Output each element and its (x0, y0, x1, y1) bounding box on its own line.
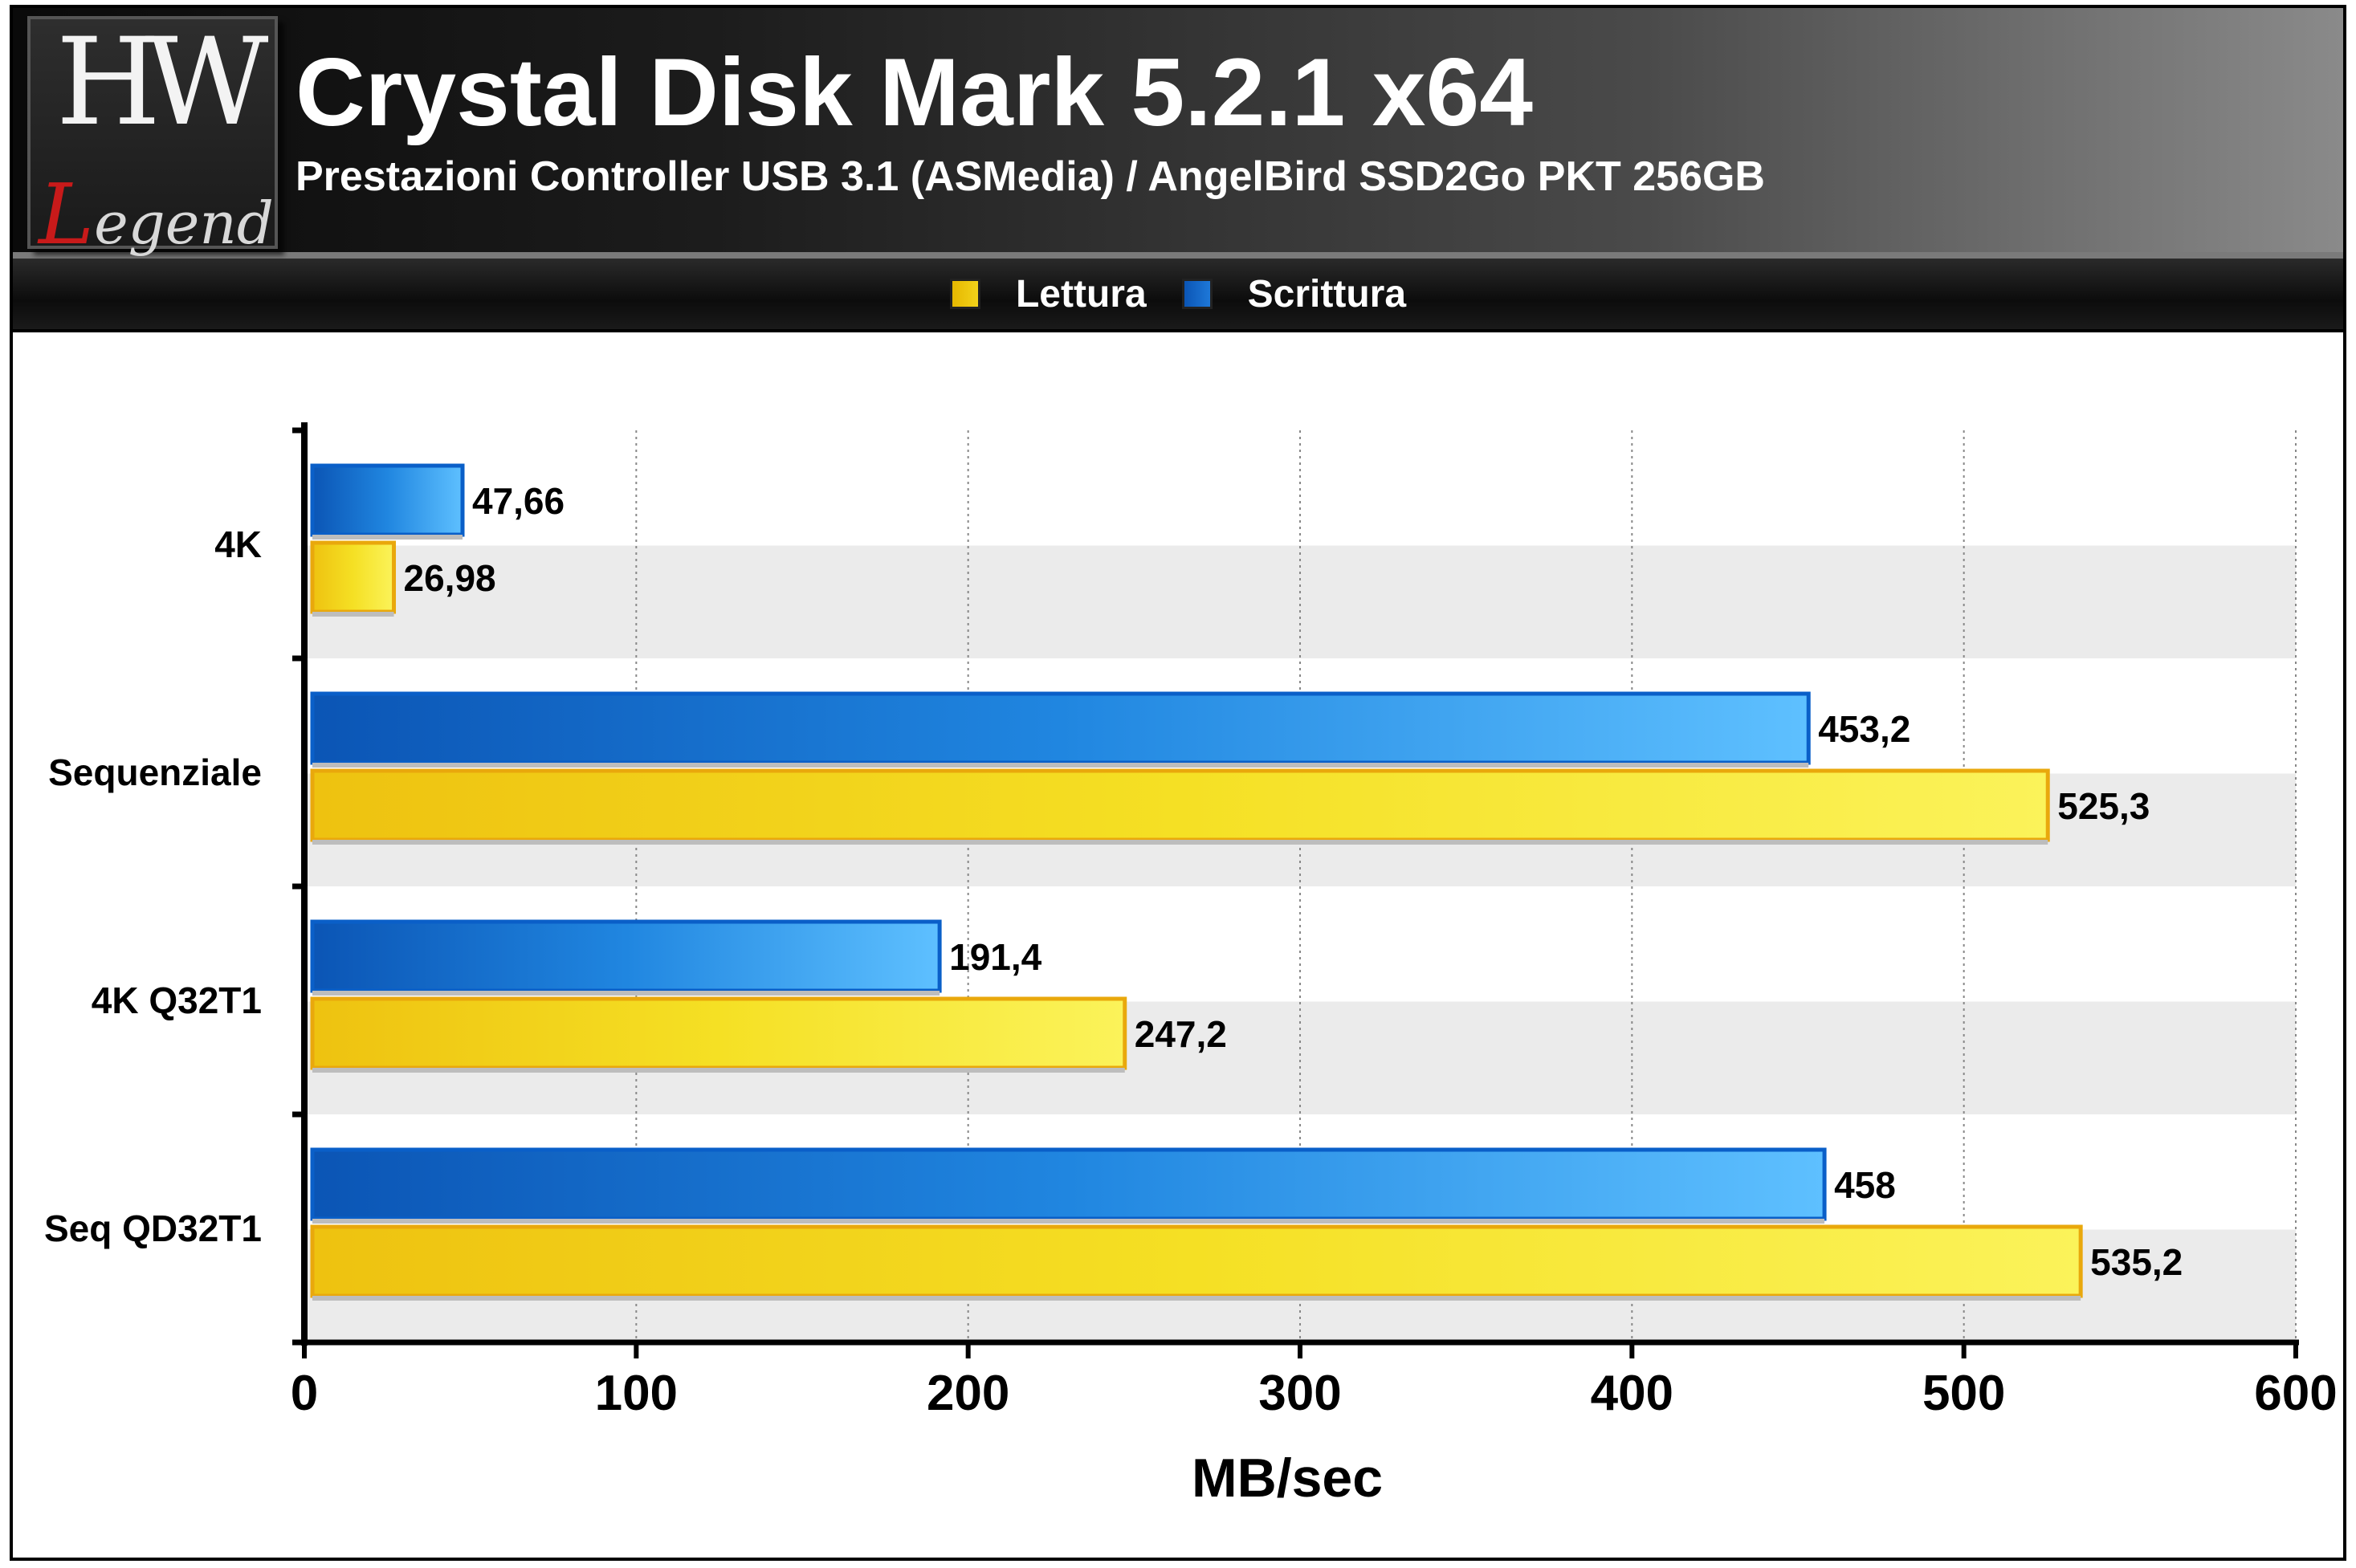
chart-header: HW Legend Crystal Disk Mark 5.2.1 x64 Pr… (13, 8, 2343, 263)
category-label: 4K (214, 523, 262, 565)
x-tick-label: 300 (1258, 1366, 1341, 1421)
legend-swatch-scrittura (1181, 279, 1213, 309)
legend-swatch-lettura (949, 279, 980, 309)
x-tick-label: 400 (1591, 1366, 1673, 1421)
bar-scrittura-4 (310, 1147, 1827, 1221)
data-label: 191,4 (949, 936, 1042, 978)
x-tick-label: 0 (291, 1366, 318, 1421)
chart-title: Crystal Disk Mark 5.2.1 x64 (296, 39, 1533, 146)
bar-shadow (312, 612, 394, 617)
bar-shadow (312, 535, 463, 540)
data-label: 453,2 (1818, 708, 1910, 750)
x-axis-title: MB/sec (1192, 1448, 1383, 1509)
legend-item-lettura: Lettura (949, 272, 1147, 316)
data-label: 525,3 (2057, 785, 2150, 827)
legend-label-scrittura: Scrittura (1247, 272, 1407, 316)
bar-shadow (312, 1296, 2081, 1301)
logo-hw-text: HW (55, 13, 269, 153)
logo-legend-rest: egend (94, 189, 274, 257)
bar-scrittura-2 (310, 691, 1811, 765)
chart-legend: Lettura Scrittura (13, 259, 2343, 332)
bar-lettura-1 (310, 540, 397, 614)
data-label: 458 (1834, 1164, 1896, 1206)
bar-chart: 47,66 26,98 4K 453,2 525,3 Sequenziale 191,4 24… (44, 422, 2338, 1509)
logo-legend-text: Legend (39, 165, 274, 263)
data-label: 47,66 (472, 480, 565, 522)
bar-lettura-4 (310, 1224, 2083, 1298)
category-label: Sequenziale (48, 751, 262, 793)
plot-band (304, 544, 2296, 658)
legend-item-scrittura: Scrittura (1181, 272, 1407, 316)
bar-shadow (312, 991, 940, 996)
data-label: 535,2 (2090, 1241, 2183, 1283)
bar-shadow (312, 840, 2048, 845)
bar-lettura-2 (310, 768, 2050, 842)
category-label: 4K Q32T1 (92, 979, 262, 1021)
data-label: 247,2 (1135, 1013, 1227, 1055)
bar-shadow (312, 763, 1809, 768)
bar-shadow (312, 1219, 1825, 1224)
chart-frame: HW Legend Crystal Disk Mark 5.2.1 x64 Pr… (10, 5, 2346, 1561)
logo-legend-initial: L (39, 165, 95, 263)
bar-lettura-3 (310, 996, 1127, 1070)
legend-label-lettura: Lettura (1015, 272, 1147, 316)
chart-subtitle: Prestazioni Controller USB 3.1 (ASMedia)… (296, 153, 1765, 200)
category-label: Seq QD32T1 (44, 1208, 262, 1249)
bar-scrittura-3 (310, 919, 942, 993)
bar-scrittura-1 (310, 463, 465, 537)
x-tick-label: 500 (1922, 1366, 2005, 1421)
bar-shadow (312, 1068, 1125, 1073)
x-tick-label: 200 (927, 1366, 1009, 1421)
x-tick-label: 100 (595, 1366, 678, 1421)
hwlegend-logo: HW Legend (27, 13, 278, 263)
data-label: 26,98 (404, 557, 496, 599)
x-tick-label: 600 (2254, 1366, 2337, 1421)
